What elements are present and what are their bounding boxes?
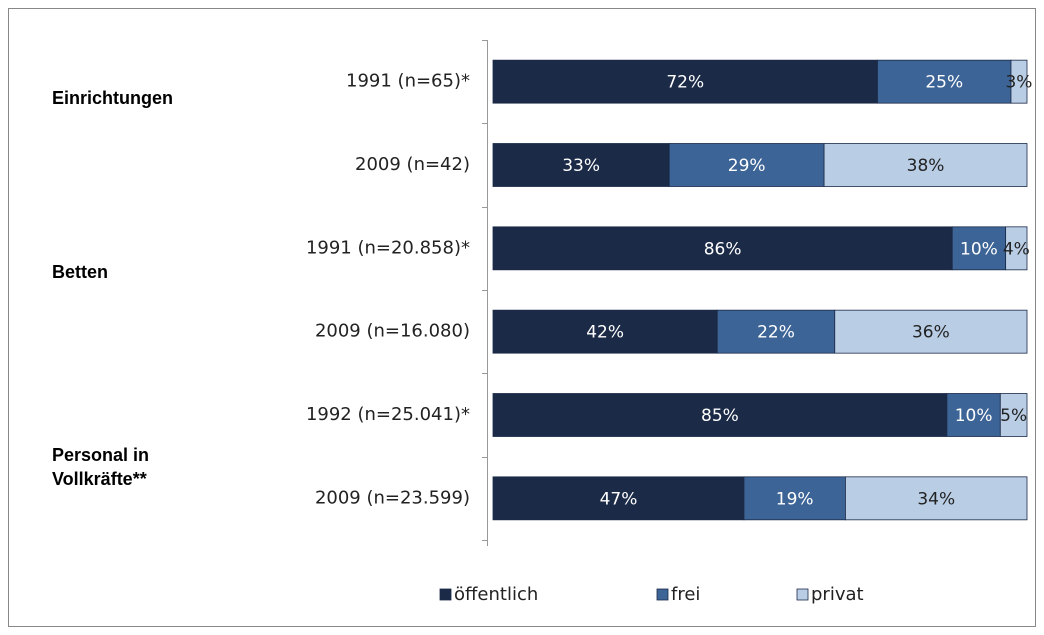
legend-label: frei <box>671 584 700 605</box>
data-label: 72% <box>666 73 704 93</box>
category-label: 1991 (n=65)* <box>346 71 470 92</box>
bar-segment <box>743 476 846 521</box>
data-label: 29% <box>728 156 766 176</box>
legend-swatch <box>439 588 452 601</box>
category-label: 2009 (n=16.080) <box>315 321 470 342</box>
category-label: 1991 (n=20.858)* <box>306 237 470 258</box>
bar-segment <box>1005 226 1028 271</box>
data-label: 34% <box>917 489 955 509</box>
legend-swatch <box>656 588 669 601</box>
category-label: 1992 (n=25.041)* <box>306 404 470 425</box>
bar-segment <box>877 59 1012 104</box>
data-label: 5% <box>1000 406 1027 426</box>
bar-segment <box>946 393 1001 437</box>
data-label: 86% <box>704 239 742 259</box>
data-label: 42% <box>586 323 624 343</box>
data-label: 3% <box>1005 73 1032 93</box>
bar-segment <box>951 226 1007 271</box>
bar-segment <box>1010 59 1028 104</box>
bar-segment <box>834 309 1028 354</box>
chart-border <box>8 8 1036 627</box>
group-label: Personal in Vollkräfte** <box>52 445 150 489</box>
group-label: Einrichtungen <box>52 88 173 108</box>
bar-segment <box>492 59 878 104</box>
data-label: 10% <box>955 406 993 426</box>
bar-segment <box>999 393 1028 437</box>
data-label: 22% <box>757 323 795 343</box>
category-label: 2009 (n=23.599) <box>315 487 470 508</box>
data-label: 25% <box>925 73 963 93</box>
category-label: 2009 (n=42) <box>355 154 470 175</box>
bar-segment <box>823 143 1028 187</box>
data-label: 36% <box>912 323 950 343</box>
bar-segment <box>845 476 1028 521</box>
legend-label: öffentlich <box>454 584 538 605</box>
data-label: 19% <box>776 489 814 509</box>
data-label: 33% <box>562 156 600 176</box>
bar-segment <box>492 226 953 271</box>
legend-label: privat <box>811 584 864 605</box>
data-label: 38% <box>907 156 945 176</box>
data-label: 47% <box>600 489 638 509</box>
bar-segment <box>492 393 948 437</box>
bar-segment <box>492 476 745 521</box>
bar-segment <box>492 143 670 187</box>
data-label: 85% <box>701 406 739 426</box>
legend-swatch <box>796 588 809 601</box>
data-label: 4% <box>1003 239 1030 259</box>
data-label: 10% <box>960 239 998 259</box>
group-label: Betten <box>52 262 109 282</box>
bar-segment <box>492 309 718 354</box>
